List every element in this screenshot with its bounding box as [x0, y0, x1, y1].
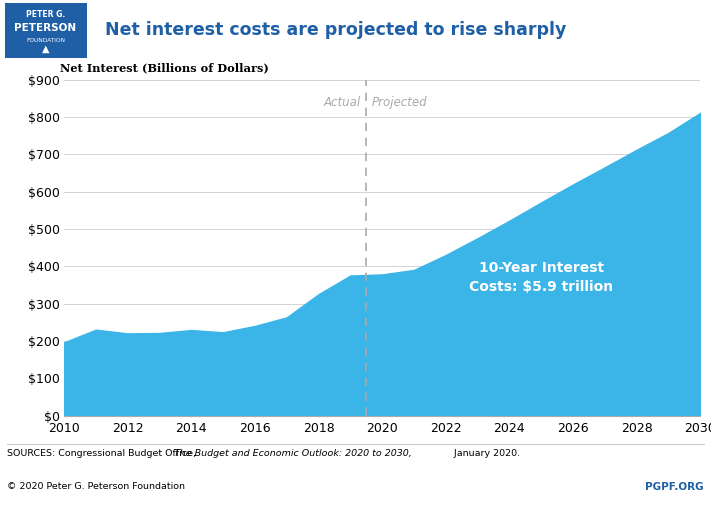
- Text: Net interest costs are projected to rise sharply: Net interest costs are projected to rise…: [105, 21, 567, 38]
- Text: Actual: Actual: [324, 96, 360, 109]
- Text: 10-Year Interest
Costs: $5.9 trillion: 10-Year Interest Costs: $5.9 trillion: [469, 261, 614, 294]
- Text: The Budget and Economic Outlook: 2020 to 2030,: The Budget and Economic Outlook: 2020 to…: [174, 449, 412, 458]
- Text: FOUNDATION: FOUNDATION: [26, 37, 65, 43]
- Bar: [5, 3, 87, 58]
- Text: © 2020 Peter G. Peterson Foundation: © 2020 Peter G. Peterson Foundation: [7, 482, 185, 491]
- Text: Net Interest (Billions of Dollars): Net Interest (Billions of Dollars): [60, 63, 269, 73]
- Text: SOURCES: Congressional Budget Office,: SOURCES: Congressional Budget Office,: [7, 449, 199, 458]
- Text: PGPF.ORG: PGPF.ORG: [646, 482, 704, 492]
- Text: Projected: Projected: [372, 96, 427, 109]
- Text: PETERSON: PETERSON: [14, 23, 77, 33]
- Text: PETER G.: PETER G.: [26, 10, 65, 19]
- Text: ▲: ▲: [42, 44, 49, 54]
- Text: January 2020.: January 2020.: [451, 449, 520, 458]
